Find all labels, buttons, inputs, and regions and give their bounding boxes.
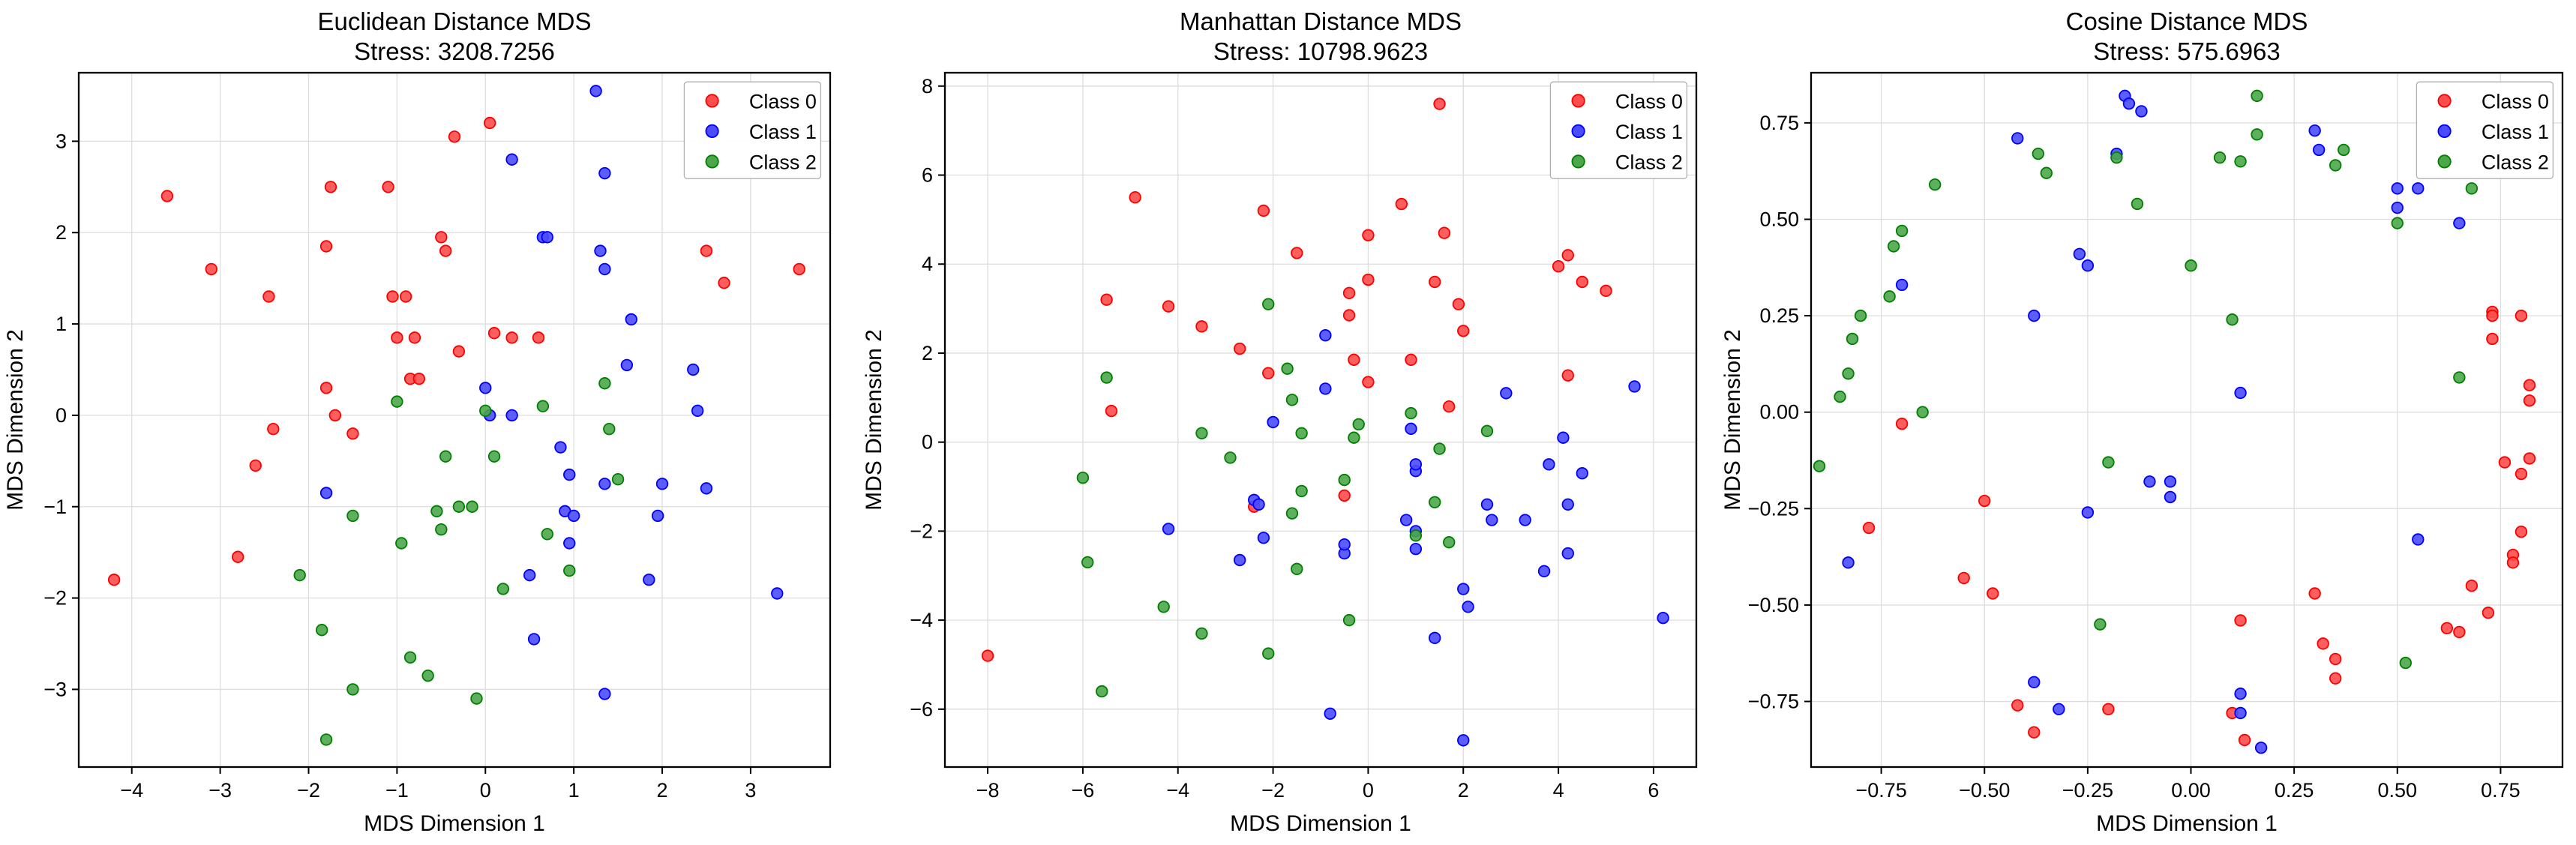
svg-text:1: 1	[55, 313, 67, 335]
svg-text:−8: −8	[976, 779, 1000, 802]
svg-text:0.50: 0.50	[1759, 208, 1799, 230]
svg-text:Class 2: Class 2	[1615, 151, 1683, 173]
svg-text:Stress: 10798.9623: Stress: 10798.9623	[1213, 37, 1428, 65]
svg-text:MDS Dimension 2: MDS Dimension 2	[3, 329, 28, 511]
svg-text:MDS Dimension 1: MDS Dimension 1	[1230, 811, 1411, 836]
svg-text:−0.75: −0.75	[1748, 691, 1799, 713]
svg-text:−1: −1	[43, 496, 67, 518]
svg-text:0: 0	[922, 431, 933, 454]
svg-text:MDS Dimension 2: MDS Dimension 2	[862, 329, 886, 511]
svg-text:0: 0	[480, 779, 491, 802]
svg-text:−3: −3	[43, 678, 67, 700]
svg-text:Class 2: Class 2	[749, 151, 817, 173]
svg-text:0.25: 0.25	[2275, 779, 2314, 802]
svg-text:−6: −6	[1072, 779, 1095, 802]
svg-text:0.50: 0.50	[2377, 779, 2417, 802]
svg-text:Stress: 575.6963: Stress: 575.6963	[2093, 37, 2281, 65]
svg-text:Class 0: Class 0	[1615, 90, 1683, 112]
svg-text:6: 6	[922, 164, 933, 187]
svg-text:3: 3	[55, 130, 67, 152]
svg-text:Class 1: Class 1	[749, 121, 817, 143]
svg-text:−3: −3	[208, 779, 232, 802]
svg-text:Class 0: Class 0	[749, 90, 817, 112]
svg-text:Stress: 3208.7256: Stress: 3208.7256	[354, 37, 555, 65]
svg-text:Class 0: Class 0	[2482, 90, 2549, 112]
svg-text:1: 1	[568, 779, 580, 802]
svg-text:−2: −2	[1261, 779, 1285, 802]
svg-text:MDS Dimension 1: MDS Dimension 1	[2096, 811, 2278, 836]
svg-text:−2: −2	[43, 587, 67, 610]
svg-text:0.75: 0.75	[1759, 112, 1799, 134]
svg-text:−4: −4	[1166, 779, 1189, 802]
svg-text:0.25: 0.25	[1759, 304, 1799, 327]
svg-text:−1: −1	[385, 779, 409, 802]
svg-text:0.00: 0.00	[2171, 779, 2211, 802]
svg-text:MDS Dimension 1: MDS Dimension 1	[364, 811, 545, 836]
svg-text:MDS Dimension 2: MDS Dimension 2	[1720, 329, 1745, 511]
svg-text:8: 8	[922, 75, 933, 97]
svg-text:0.75: 0.75	[2481, 779, 2521, 802]
svg-text:−0.75: −0.75	[1855, 779, 1906, 802]
svg-text:−0.25: −0.25	[1748, 497, 1799, 520]
svg-text:6: 6	[1648, 779, 1659, 802]
svg-text:−6: −6	[910, 698, 933, 721]
svg-text:Class 2: Class 2	[2482, 151, 2549, 173]
svg-text:4: 4	[922, 253, 933, 275]
svg-text:0: 0	[55, 404, 67, 427]
svg-text:Class 1: Class 1	[2482, 121, 2549, 143]
svg-text:2: 2	[55, 221, 67, 244]
svg-text:−2: −2	[910, 520, 933, 542]
svg-text:2: 2	[657, 779, 668, 802]
svg-text:−2: −2	[297, 779, 320, 802]
svg-text:−0.25: −0.25	[2062, 779, 2113, 802]
svg-text:3: 3	[745, 779, 756, 802]
svg-text:2: 2	[1458, 779, 1469, 802]
svg-text:2: 2	[922, 342, 933, 364]
svg-text:4: 4	[1553, 779, 1564, 802]
svg-text:0.00: 0.00	[1759, 401, 1799, 424]
svg-text:−0.50: −0.50	[1959, 779, 2010, 802]
svg-text:Cosine Distance MDS: Cosine Distance MDS	[2066, 7, 2308, 35]
svg-text:−0.50: −0.50	[1748, 594, 1799, 616]
svg-text:0: 0	[1363, 779, 1374, 802]
svg-text:Euclidean Distance MDS: Euclidean Distance MDS	[318, 7, 592, 35]
svg-text:Class 1: Class 1	[1615, 121, 1683, 143]
svg-text:−4: −4	[120, 779, 143, 802]
svg-text:−4: −4	[910, 609, 933, 631]
svg-text:Manhattan Distance MDS: Manhattan Distance MDS	[1180, 7, 1462, 35]
